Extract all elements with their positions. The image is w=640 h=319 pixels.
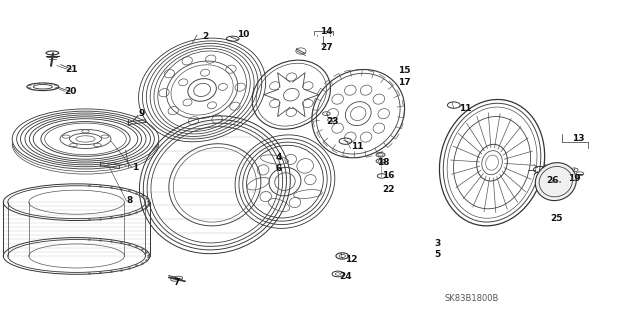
Text: 10: 10 [237, 30, 250, 39]
Text: 20: 20 [64, 87, 76, 96]
Text: 2: 2 [202, 32, 209, 41]
Text: 24: 24 [339, 272, 352, 281]
Text: 11: 11 [351, 142, 363, 151]
Text: 26: 26 [546, 175, 559, 185]
Text: 6: 6 [275, 165, 282, 174]
Text: SK83B1800B: SK83B1800B [444, 294, 499, 303]
Text: 5: 5 [435, 250, 441, 259]
Text: 15: 15 [397, 66, 410, 76]
Text: 7: 7 [173, 278, 180, 287]
Text: 27: 27 [320, 43, 333, 52]
Text: 25: 25 [550, 213, 563, 222]
Text: 12: 12 [346, 255, 358, 263]
Ellipse shape [535, 163, 576, 201]
Text: 13: 13 [572, 134, 584, 144]
Text: 23: 23 [326, 117, 339, 126]
Text: 4: 4 [275, 153, 282, 162]
Text: 21: 21 [65, 65, 77, 74]
Text: 11: 11 [459, 104, 472, 113]
Text: 3: 3 [435, 239, 441, 248]
Text: 18: 18 [378, 158, 390, 167]
Text: 22: 22 [383, 185, 395, 194]
Text: 16: 16 [383, 171, 395, 180]
Text: 19: 19 [568, 174, 581, 183]
Text: 8: 8 [126, 196, 132, 205]
Text: 17: 17 [397, 78, 410, 86]
Text: Acura: Acura [550, 180, 561, 184]
Text: 14: 14 [320, 27, 333, 36]
Text: 1: 1 [132, 163, 138, 172]
Text: 9: 9 [138, 109, 145, 118]
